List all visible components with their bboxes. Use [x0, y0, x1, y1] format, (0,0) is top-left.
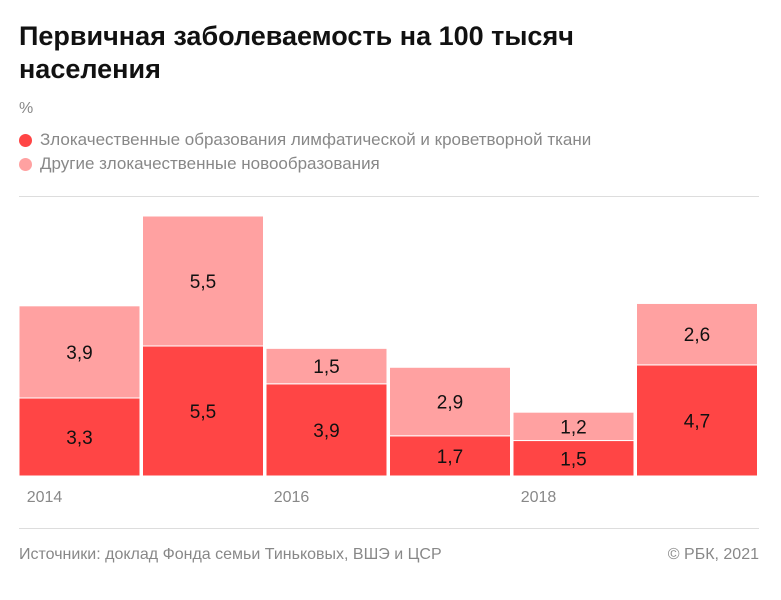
unit-label: % — [19, 100, 34, 117]
value-label: 1,5 — [560, 449, 586, 470]
bar-segment — [512, 440, 635, 477]
legend-swatch — [19, 157, 32, 171]
value-label: 5,5 — [190, 272, 216, 293]
bar-segment — [18, 305, 141, 399]
value-label: 3,9 — [313, 421, 339, 442]
value-label: 1,5 — [313, 357, 339, 378]
value-label: 2,9 — [437, 393, 463, 414]
bar-chart: 3,3 3,9 2014 5,5 5,5 3,9 1,5 2016 1,7 2,9 1,5 1,2 20… — [18, 215, 758, 506]
legend-label: Другие злокачественные новообразования — [40, 154, 380, 173]
bar-segment — [389, 366, 511, 437]
source-note: Источники: доклад Фонда семьи Тиньковых,… — [19, 546, 442, 563]
bar-segment — [636, 364, 758, 477]
legend-item-other: Другие злокачественные новообразования — [19, 152, 591, 176]
bottom-divider — [19, 528, 759, 529]
bar-segment — [265, 347, 388, 385]
x-tick-label: 2014 — [27, 489, 63, 506]
chart-title: Первичная заболеваемость на 100 тысяч на… — [19, 21, 574, 84]
x-tick-label: 2018 — [521, 489, 557, 506]
value-label: 1,7 — [437, 447, 463, 468]
bar-segment — [636, 302, 758, 366]
bar-segment — [142, 345, 264, 477]
value-label: 4,7 — [684, 411, 710, 432]
value-label: 5,5 — [190, 402, 216, 423]
copyright: © РБК, 2021 — [667, 546, 759, 563]
value-label: 2,6 — [684, 325, 710, 346]
top-divider — [19, 196, 759, 197]
value-label: 3,3 — [66, 428, 92, 449]
value-label: 1,2 — [560, 417, 586, 438]
value-label: 3,9 — [66, 343, 92, 364]
legend-swatch — [19, 133, 32, 147]
legend-item-lymph: Злокачественные образования лимфатическо… — [19, 128, 591, 152]
bar-segment — [512, 411, 635, 442]
x-tick-label: 2016 — [274, 489, 310, 506]
bar-segment — [265, 383, 388, 477]
legend-label: Злокачественные образования лимфатическо… — [40, 130, 592, 149]
bar-segment — [389, 435, 511, 477]
bar-segment — [18, 397, 141, 477]
legend: Злокачественные образования лимфатическо… — [19, 128, 591, 176]
bar-segment — [142, 215, 264, 347]
